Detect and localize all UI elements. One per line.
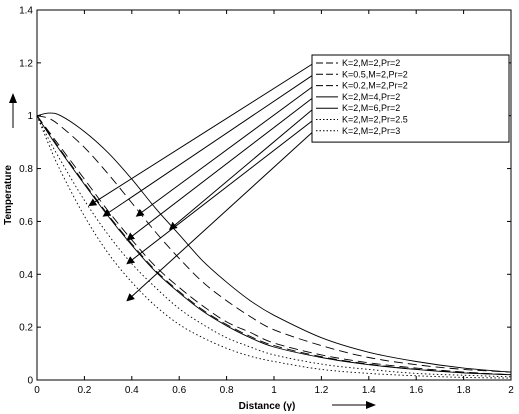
y-tick-label: 0.6 xyxy=(19,217,33,228)
series-line-5 xyxy=(36,112,512,373)
legend-box xyxy=(311,54,510,143)
annotation-arrow-4 xyxy=(126,96,315,241)
annotation-arrow-3 xyxy=(135,85,315,217)
series-lines xyxy=(36,112,512,379)
axis-ticks: 0 0.2 0.4 0.6 0.8 1 1.2 1.4 1.6 1.8 2 0 0.2 0.4 0.6 0.8… xyxy=(19,6,514,397)
x-tick-label: 1 xyxy=(271,385,277,396)
annotation-arrow-7 xyxy=(126,130,315,302)
annotation-arrow-5 xyxy=(168,107,315,231)
legend: K=2,M=2,Pr=2K=0.5,M=2,Pr=2 K=0.2,M=2,Pr=2… xyxy=(311,54,510,143)
y-axis-arrow xyxy=(9,93,17,128)
annotation-arrows xyxy=(88,62,315,302)
x-tick-label: 1.4 xyxy=(362,385,376,396)
legend-label-6: K=2,M=2,Pr=2.5 xyxy=(342,115,408,125)
x-tick-label: 1.2 xyxy=(314,385,328,396)
x-axis-arrow xyxy=(332,401,376,409)
series-line-3 xyxy=(36,115,512,373)
legend-label-2: K=0.5,M=2,Pr=2 xyxy=(342,69,408,79)
series-line-4 xyxy=(36,115,512,376)
x-axis-label: Distance (γ) xyxy=(239,401,296,412)
legend-label-5: K=2,M=6,Pr=2 xyxy=(342,103,400,113)
series-line-7 xyxy=(36,115,512,379)
legend-label-7: K=2,M=2,Pr=3 xyxy=(342,126,400,136)
series-line-1 xyxy=(36,115,512,376)
y-tick-label: 0 xyxy=(27,376,33,387)
annotation-arrow-1 xyxy=(88,62,315,207)
annotation-arrow-6 xyxy=(126,119,315,265)
x-tick-label: 1.6 xyxy=(409,385,423,396)
x-tick-label: 0 xyxy=(34,385,40,396)
x-tick-label: 0.6 xyxy=(172,385,186,396)
x-tick-label: 2 xyxy=(508,385,514,396)
x-tick-label: 0.2 xyxy=(77,385,91,396)
x-tick-label: 0.4 xyxy=(125,385,139,396)
x-tick-label: 1.8 xyxy=(457,385,471,396)
annotation-arrow-2 xyxy=(102,73,315,217)
x-tick-label: 0.8 xyxy=(220,385,234,396)
legend-label-4: K=2,M=4,Pr=2 xyxy=(342,92,400,102)
legend-label-3: K=0.2,M=2,Pr=2 xyxy=(342,81,408,91)
y-axis-label: Temperature xyxy=(3,165,14,225)
y-tick-label: 0.2 xyxy=(19,323,33,334)
y-tick-label: 1 xyxy=(27,111,33,122)
y-tick-label: 0.4 xyxy=(19,270,33,281)
legend-label-1: K=2,M=2,Pr=2 xyxy=(342,58,400,68)
y-tick-label: 1.2 xyxy=(19,58,33,69)
y-tick-label: 1.4 xyxy=(19,6,33,17)
y-tick-label: 0.8 xyxy=(19,164,33,175)
series-line-2 xyxy=(36,115,512,376)
